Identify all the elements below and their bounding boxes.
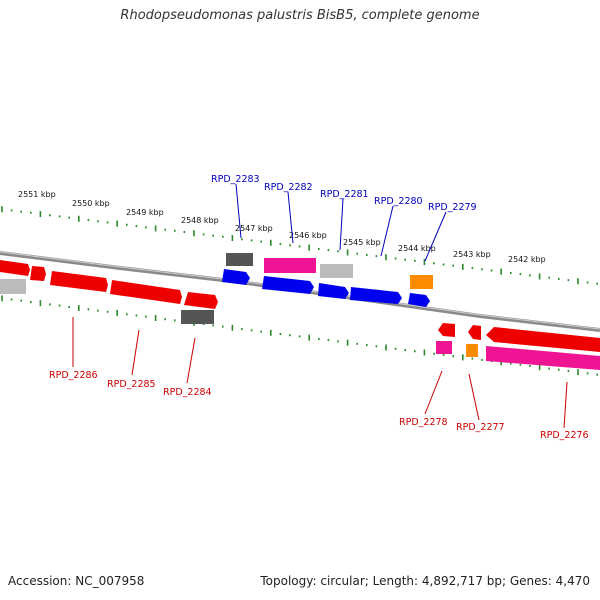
gene-box[interactable] bbox=[410, 275, 433, 289]
leader-line bbox=[287, 191, 294, 244]
gene-box[interactable] bbox=[181, 310, 214, 324]
gene-arrow[interactable] bbox=[262, 276, 314, 294]
ruler-label: 2549 kbp bbox=[126, 208, 164, 217]
gene-arrow[interactable] bbox=[110, 280, 182, 304]
leader-line bbox=[186, 337, 196, 384]
ruler-label: 2545 kbp bbox=[343, 238, 381, 247]
leader-line bbox=[339, 198, 344, 251]
leader-line bbox=[380, 205, 394, 257]
gene-label: RPD_2282 bbox=[264, 182, 313, 193]
gene-arrow[interactable] bbox=[184, 292, 218, 309]
leader-line bbox=[563, 381, 568, 429]
leader-line bbox=[424, 370, 443, 415]
gene-arrow[interactable] bbox=[438, 323, 455, 337]
forward-gene-labels: RPD_2283 RPD_2282 RPD_2281 RPD_2280 RPD_… bbox=[211, 174, 477, 262]
ruler-label: 2546 kbp bbox=[289, 231, 327, 240]
gene-label: RPD_2284 bbox=[163, 387, 212, 398]
gene-box[interactable] bbox=[486, 346, 600, 370]
gene-box[interactable] bbox=[466, 344, 478, 357]
gene-arrow[interactable] bbox=[318, 283, 349, 299]
gene-label: RPD_2276 bbox=[540, 430, 589, 441]
gene-arrow[interactable] bbox=[468, 325, 481, 340]
gene-label: RPD_2281 bbox=[320, 189, 369, 200]
ruler-label: 2547 kbp bbox=[235, 224, 273, 233]
ruler-label: 2543 kbp bbox=[453, 250, 491, 259]
forward-strand-genes bbox=[0, 253, 433, 309]
gene-arrow[interactable] bbox=[486, 327, 600, 352]
leader-line bbox=[424, 211, 447, 262]
gene-label: RPD_2279 bbox=[428, 202, 477, 213]
gene-box[interactable] bbox=[226, 253, 253, 266]
ruler-label: 2551 kbp bbox=[18, 190, 56, 199]
gene-arrow[interactable] bbox=[0, 260, 30, 276]
gene-box[interactable] bbox=[320, 264, 353, 278]
leader-line bbox=[468, 373, 480, 421]
ruler-top bbox=[1, 206, 599, 285]
gene-box[interactable] bbox=[436, 341, 452, 354]
gene-arrow[interactable] bbox=[350, 287, 402, 304]
topology-text: Topology: circular; Length: 4,892,717 bp… bbox=[260, 574, 590, 588]
gene-label: RPD_2278 bbox=[399, 417, 448, 428]
gene-label: RPD_2277 bbox=[456, 422, 505, 433]
gene-box[interactable] bbox=[0, 279, 26, 294]
gene-label: RPD_2283 bbox=[211, 174, 260, 185]
genome-title: Rhodopseudomonas palustris BisB5, comple… bbox=[120, 8, 480, 23]
gene-label: RPD_2285 bbox=[107, 379, 156, 390]
leader-line bbox=[235, 183, 242, 239]
ruler-label: 2550 kbp bbox=[72, 199, 110, 208]
gene-arrow[interactable] bbox=[30, 266, 46, 281]
gene-box[interactable] bbox=[264, 258, 316, 273]
ruler-label: 2542 kbp bbox=[508, 255, 546, 264]
gene-label: RPD_2280 bbox=[374, 196, 423, 207]
ruler-bottom bbox=[1, 295, 599, 376]
gene-label: RPD_2286 bbox=[49, 370, 98, 381]
gene-arrow[interactable] bbox=[50, 271, 108, 292]
gene-arrow[interactable] bbox=[408, 293, 430, 307]
leader-line bbox=[131, 329, 140, 376]
reverse-gene-labels: RPD_2286 RPD_2285 RPD_2284 RPD_2278 RPD_… bbox=[49, 317, 589, 441]
ruler-label: 2544 kbp bbox=[398, 244, 436, 253]
reverse-strand-genes bbox=[181, 310, 600, 370]
accession-text: Accession: NC_007958 bbox=[8, 574, 145, 588]
ruler-label: 2548 kbp bbox=[181, 216, 219, 225]
gene-arrow[interactable] bbox=[222, 269, 250, 285]
